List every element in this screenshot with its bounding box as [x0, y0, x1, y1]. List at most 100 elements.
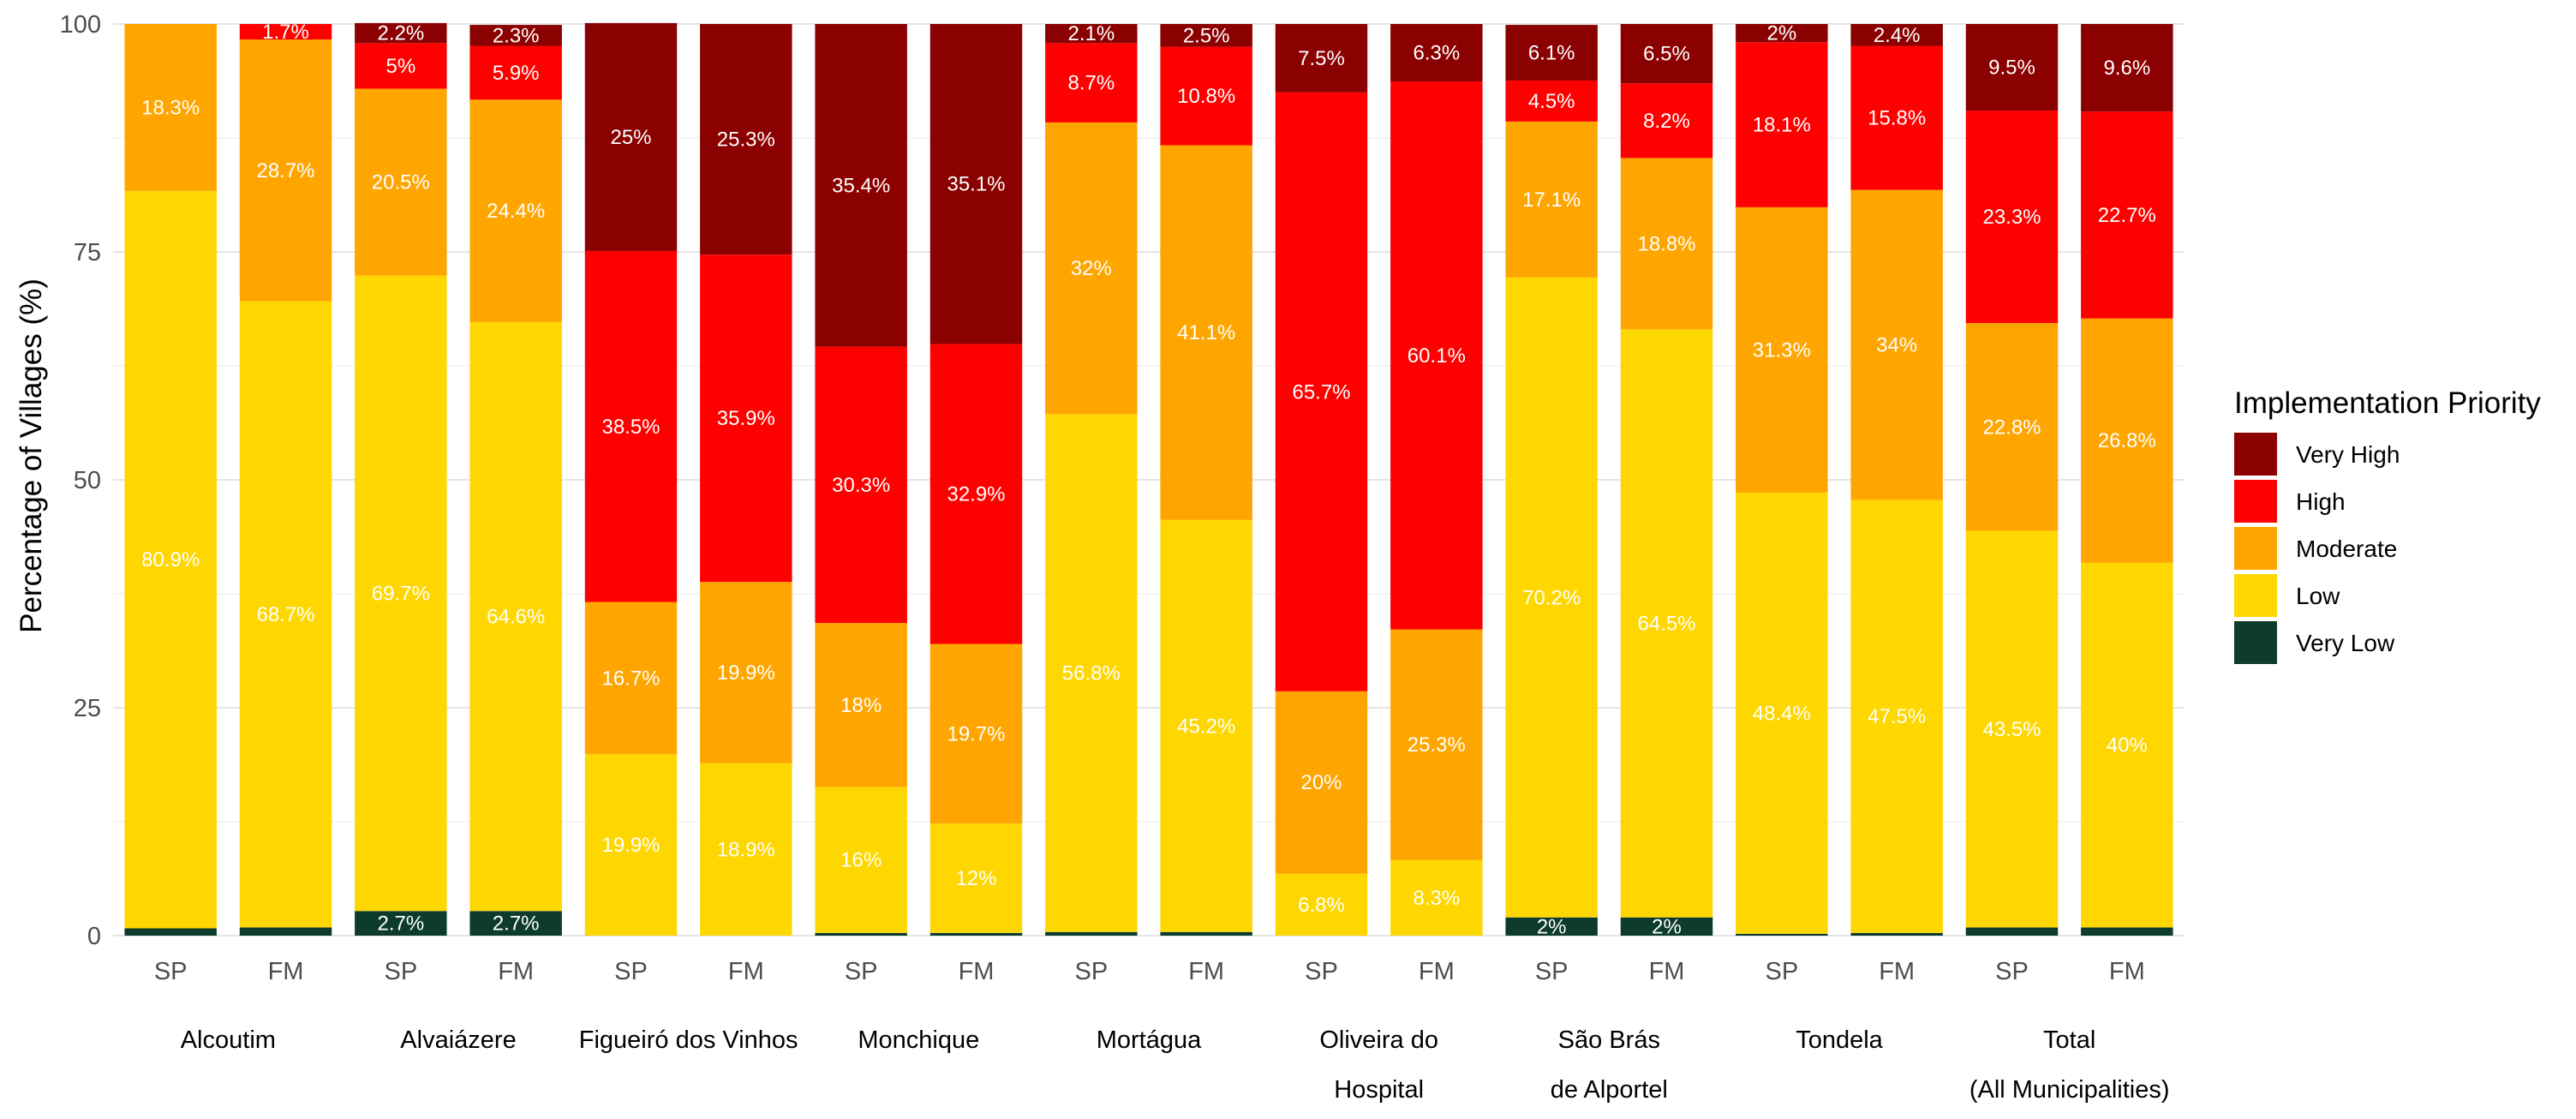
- legend-key-low: [2234, 574, 2277, 617]
- bar-segment-very-low: [469, 911, 562, 936]
- segment-value-label: 65.7%: [1292, 380, 1350, 404]
- segment-value-label: 23.3%: [1982, 206, 2041, 229]
- segment-value-label: 45.2%: [1177, 715, 1235, 738]
- segment-value-label: 2.5%: [1183, 24, 1230, 47]
- segment-value-label: 2.7%: [493, 913, 540, 936]
- y-axis: Percentage of Villages (%) 0 25 50 75 100: [15, 11, 101, 950]
- bar-segment-high: [239, 24, 332, 40]
- bar-segment-low: [1736, 492, 1828, 934]
- x-tick-label: FM: [728, 958, 764, 985]
- bar-segment-low: [355, 275, 447, 912]
- legend-key-high: [2234, 480, 2277, 523]
- bar-segment-moderate: [1965, 322, 2059, 531]
- x-tick-label: SP: [1995, 958, 2029, 985]
- segment-value-label: 25.3%: [1408, 733, 1466, 757]
- legend-key-very-low: [2234, 621, 2277, 664]
- bar-segment-low: [700, 763, 792, 936]
- segment-value-label: 7.5%: [1298, 47, 1345, 70]
- segment-value-label: 26.8%: [2098, 429, 2156, 452]
- segment-labels-layer: 80.9% 18.3% 68.7% 28.7% 1.7% 2.7% 69.7% 20.5% 5%…: [141, 21, 2156, 938]
- segment-value-label: 6.8%: [1298, 894, 1345, 917]
- segment-value-label: 8.2%: [1643, 110, 1690, 133]
- bar-segment-very-high: [1965, 24, 2059, 111]
- segment-value-label: 64.6%: [487, 606, 545, 629]
- segment-value-label: 16%: [840, 849, 882, 872]
- bar-segment-high: [584, 250, 678, 602]
- segment-value-label: 25.3%: [717, 129, 775, 152]
- group-label: São Brás: [1558, 1026, 1660, 1054]
- bar-segment-high: [1275, 92, 1368, 691]
- group-label: Mortágua: [1097, 1026, 1202, 1054]
- segment-value-label: 2%: [1766, 22, 1796, 45]
- bar-segment-very-low: [124, 928, 217, 936]
- bar-segment-very-high: [815, 24, 907, 347]
- bar-segment-very-low: [355, 911, 447, 936]
- segment-value-label: 31.3%: [1753, 338, 1811, 362]
- bar-segment-high: [1620, 83, 1713, 159]
- segment-value-label: 48.4%: [1753, 702, 1811, 725]
- group-label: de Alportel: [1551, 1076, 1668, 1104]
- segment-value-label: 6.5%: [1643, 43, 1690, 66]
- x-tick-label: SP: [614, 958, 648, 985]
- group-label: Alvaiázere: [400, 1026, 516, 1054]
- segment-value-label: 22.7%: [2098, 204, 2156, 227]
- segment-value-label: 2.1%: [1067, 22, 1115, 45]
- bar-segment-low: [1390, 859, 1483, 936]
- bar-segment-moderate: [1505, 121, 1598, 278]
- bar-segment-moderate: [239, 39, 332, 302]
- bar-segment-very-low: [1160, 931, 1252, 936]
- legend-key-moderate: [2234, 527, 2277, 570]
- segment-value-label: 6.3%: [1413, 42, 1460, 65]
- x-tick-label: FM: [1188, 958, 1224, 985]
- group-label: (All Municipalities): [1969, 1076, 2170, 1104]
- bar-segment-very-low: [1505, 917, 1598, 936]
- segment-value-label: 15.8%: [1868, 107, 1926, 130]
- bar-segment-moderate: [1160, 145, 1252, 520]
- bar-segment-high: [1736, 42, 1828, 207]
- y-tick-label: 25: [74, 695, 101, 722]
- segment-value-label: 18.9%: [717, 838, 775, 861]
- x-tick-label: SP: [1074, 958, 1108, 985]
- legend-label: Moderate: [2296, 536, 2397, 562]
- bar-segment-moderate: [1045, 122, 1138, 415]
- segment-value-label: 35.4%: [832, 174, 890, 197]
- segment-value-label: 80.9%: [141, 548, 200, 571]
- bar-segment-very-high: [1045, 24, 1138, 44]
- segment-value-label: 4.5%: [1528, 90, 1575, 113]
- segment-value-label: 18.1%: [1753, 114, 1811, 137]
- bar-segment-high: [815, 346, 907, 624]
- legend-title: Implementation Priority: [2234, 386, 2541, 420]
- bar-segment-moderate: [1620, 158, 1713, 330]
- bar-segment-high: [700, 254, 792, 583]
- segment-value-label: 2.7%: [377, 913, 424, 936]
- segment-value-label: 20.5%: [372, 171, 430, 194]
- segment-value-label: 43.5%: [1982, 718, 2041, 741]
- bar-segment-high: [929, 344, 1023, 644]
- bar-segment-very-low: [2081, 927, 2173, 936]
- segment-value-label: 16.7%: [601, 667, 660, 690]
- y-tick-label: 100: [60, 11, 101, 39]
- segment-value-label: 2.2%: [377, 22, 424, 45]
- group-label: Alcoutim: [181, 1026, 276, 1054]
- segment-value-label: 2.4%: [1874, 24, 1921, 47]
- bar-segment-high: [1965, 111, 2059, 323]
- bar-segment-low: [1160, 519, 1252, 932]
- segment-value-label: 47.5%: [1868, 705, 1926, 728]
- segment-value-label: 56.8%: [1062, 662, 1121, 685]
- bar-segment-moderate: [2081, 318, 2173, 563]
- bar-segment-low: [469, 321, 562, 912]
- x-tick-label: SP: [845, 958, 878, 985]
- bar-segment-low: [815, 787, 907, 933]
- segment-value-label: 22.8%: [1982, 416, 2041, 439]
- bar-segment-high: [1045, 43, 1138, 123]
- x-axis: SP FM Alcoutim SP FM Alvaiázere SP FM Figueiró d…: [154, 958, 2170, 1104]
- bar-segment-very-high: [1275, 24, 1368, 93]
- bar-segment-low: [1620, 329, 1713, 918]
- x-tick-label: FM: [2109, 958, 2145, 985]
- bar-segment-very-high: [584, 22, 678, 251]
- bar-segment-very-low: [1965, 927, 2059, 936]
- bar-segment-moderate: [469, 99, 562, 322]
- segment-value-label: 19.9%: [601, 834, 660, 857]
- bar-segment-very-high: [1160, 24, 1252, 47]
